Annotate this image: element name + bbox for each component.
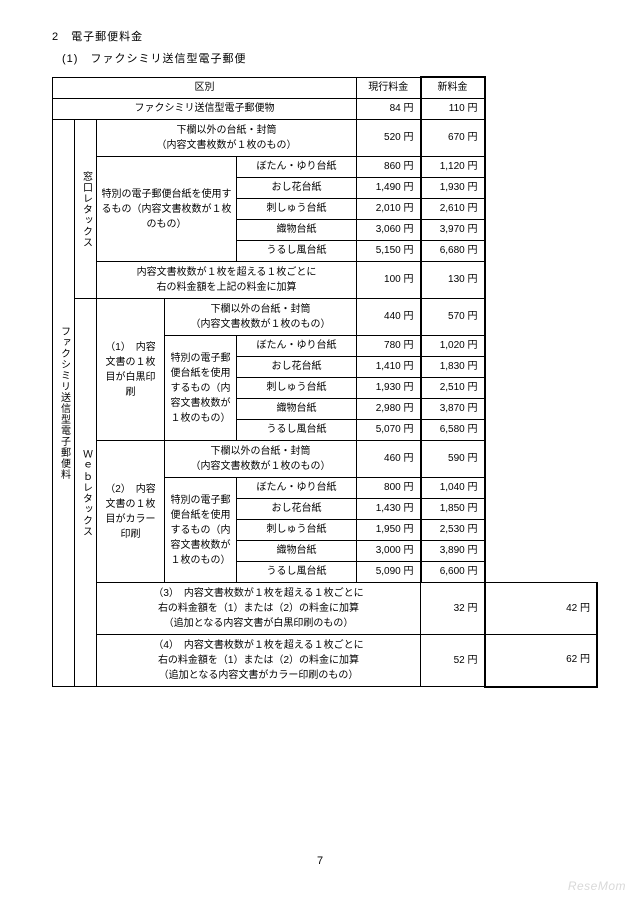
item-new: 110 円: [421, 99, 485, 120]
fee-table: 区別 現行料金 新料金 ファクシミリ送信型電子郵便物 84 円 110 円 ファ…: [52, 76, 598, 688]
web2-special-label: 特別の電子郵便台紙を使用するもの（内容文書枚数が１枚のもの）: [165, 478, 237, 583]
web1-special-label: 特別の電子郵便台紙を使用するもの（内容文書枚数が１枚のもの）: [165, 336, 237, 441]
item-current: 84 円: [357, 99, 421, 120]
heading-subsection: (1) ファクシミリ送信型電子郵便: [62, 50, 598, 66]
mado-special-label: 特別の電子郵便台紙を使用するもの（内容文書枚数が１枚のもの）: [97, 157, 237, 262]
web2-sub: （2） 内容文書の１枚目がカラー印刷: [97, 441, 165, 583]
mado-base-n: 670 円: [421, 120, 485, 157]
mado-oshibana: おし花台紙: [237, 178, 357, 199]
web2-base-label: 下欄以外の台紙・封筒（内容文書枚数が１枚のもの）: [165, 441, 357, 478]
mado-extra-label: 内容文書枚数が１枚を超える１枚ごとに右の料金額を上記の料金に加算: [97, 262, 357, 299]
mado-urushi: うるし風台紙: [237, 241, 357, 262]
heading-section: 2 電子郵便料金: [52, 28, 598, 44]
page: 2 電子郵便料金 (1) ファクシミリ送信型電子郵便 区別 現行料金 新料金 フ…: [0, 0, 640, 688]
extra3-label: （3） 内容文書枚数が１枚を超える１枚ごとに右の料金額を（1）または（2）の料金…: [97, 583, 421, 635]
web1-sub: （1） 内容文書の１枚目が白黒印刷: [97, 299, 165, 441]
watermark: ReseMom: [568, 879, 626, 893]
side-mado: 窓口レタックス: [75, 120, 97, 299]
header-new: 新料金: [421, 77, 485, 99]
item-label: ファクシミリ送信型電子郵便物: [53, 99, 357, 120]
web1-base-label: 下欄以外の台紙・封筒（内容文書枚数が１枚のもの）: [165, 299, 357, 336]
mado-base-c: 520 円: [357, 120, 421, 157]
side-web: Ｗｅｂレタックス: [75, 299, 97, 687]
mado-base-label: 下欄以外の台紙・封筒（内容文書枚数が１枚のもの）: [97, 120, 357, 157]
mado-botan: ぼたん・ゆり台紙: [237, 157, 357, 178]
side-main: ファクシミリ送信型電子郵便料: [53, 120, 75, 687]
header-kubun: 区別: [53, 77, 357, 99]
page-number: 7: [0, 855, 640, 867]
mado-orimono: 織物台紙: [237, 220, 357, 241]
extra4-label: （4） 内容文書枚数が１枚を超える１枚ごとに右の料金額を（1）または（2）の料金…: [97, 635, 421, 687]
header-current: 現行料金: [357, 77, 421, 99]
mado-shishu: 刺しゅう台紙: [237, 199, 357, 220]
